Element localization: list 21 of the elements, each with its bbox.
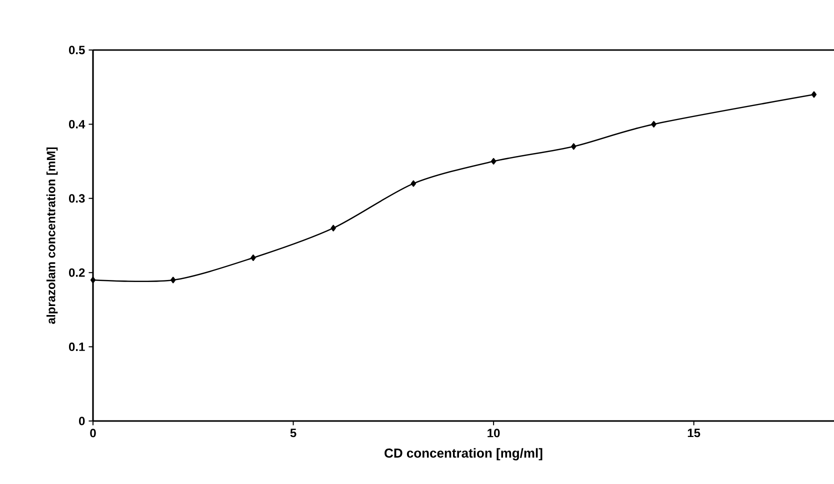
y-tick-label: 0.3 [68, 194, 85, 203]
point [410, 180, 416, 187]
y-tick-label: 0.5 [68, 46, 85, 54]
y-axis-title: alprazolam concentration [mM] [46, 148, 58, 324]
point [90, 276, 96, 284]
point [170, 276, 176, 284]
y-tick-label: 0.4 [68, 120, 86, 128]
x-tick-label: 5 [290, 428, 296, 438]
y-tick-label: 0 [79, 416, 85, 426]
point [811, 91, 817, 98]
point [250, 254, 256, 262]
point [651, 120, 656, 128]
point [490, 158, 496, 165]
y-tick-label: 0.2 [68, 268, 85, 277]
x-tick-label: 0 [90, 428, 96, 438]
x-axis-title: CD concentration [mg/ml] [384, 448, 542, 460]
x-tick-label: 10 [488, 428, 500, 438]
point [571, 143, 576, 150]
point [330, 224, 336, 232]
y-tick-label: 0.1 [68, 342, 85, 352]
x-tick-label: 15 [688, 428, 700, 438]
